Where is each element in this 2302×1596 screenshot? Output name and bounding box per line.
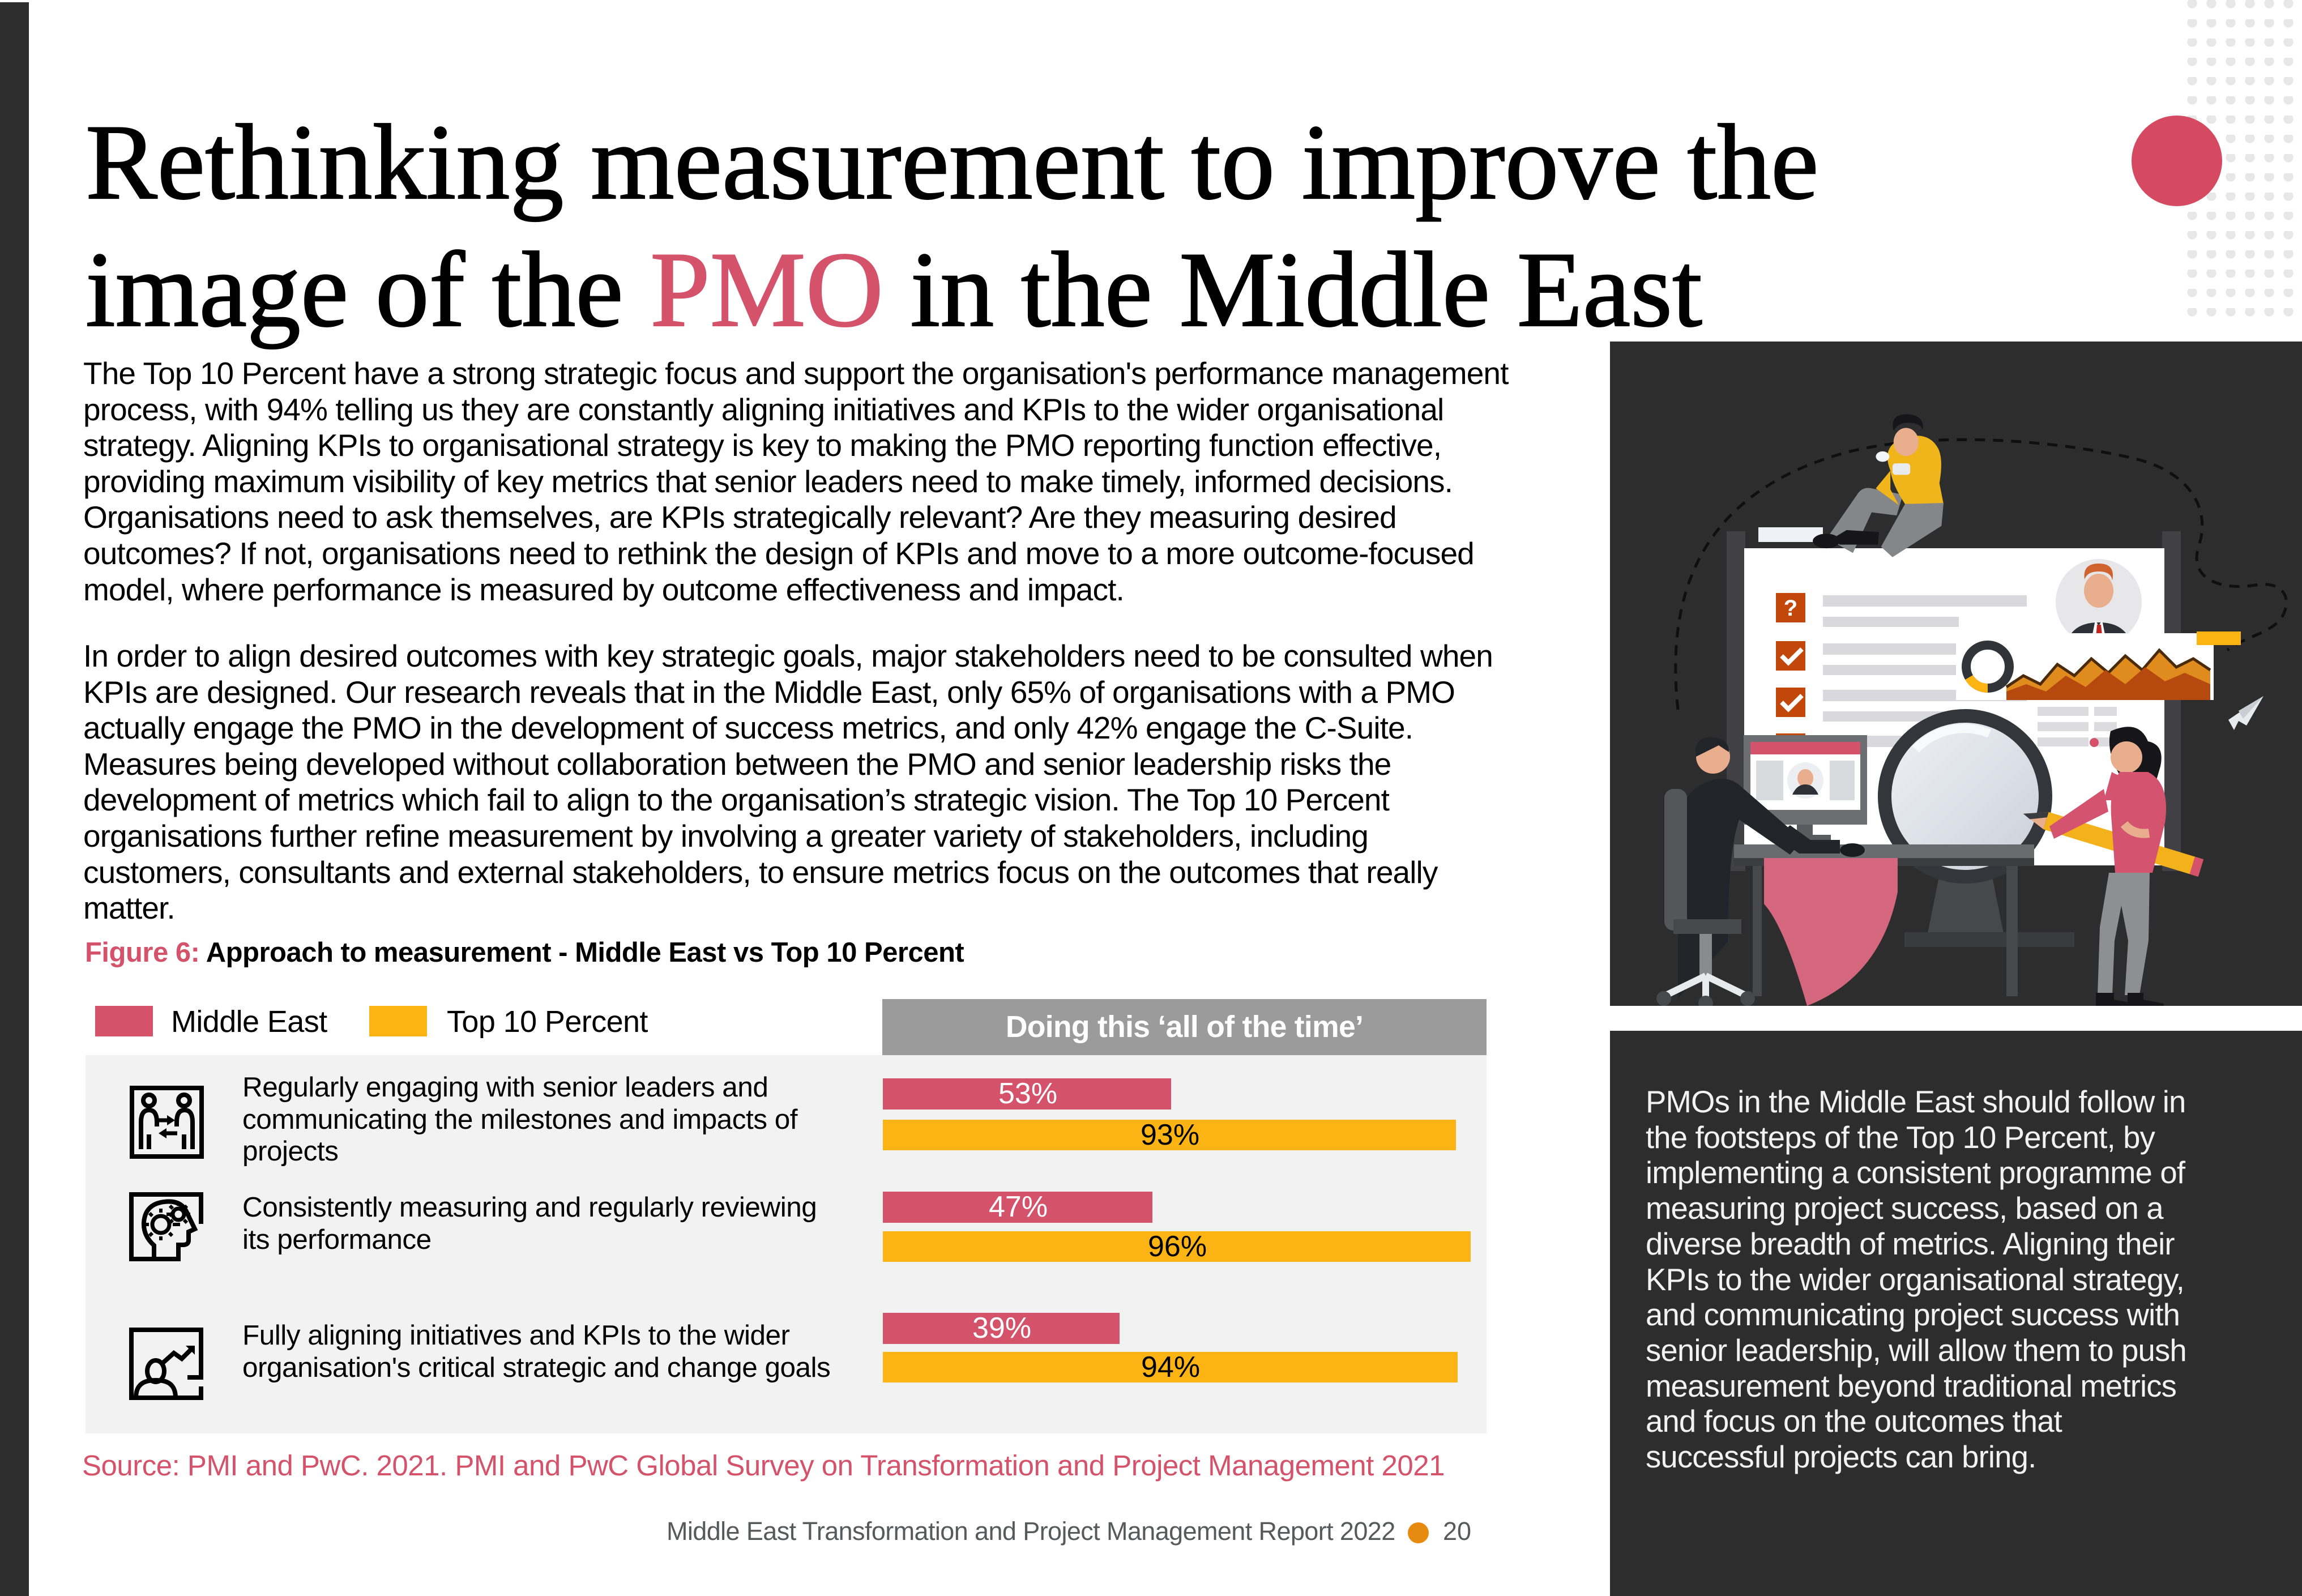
svg-text:?: ? — [1784, 596, 1797, 621]
